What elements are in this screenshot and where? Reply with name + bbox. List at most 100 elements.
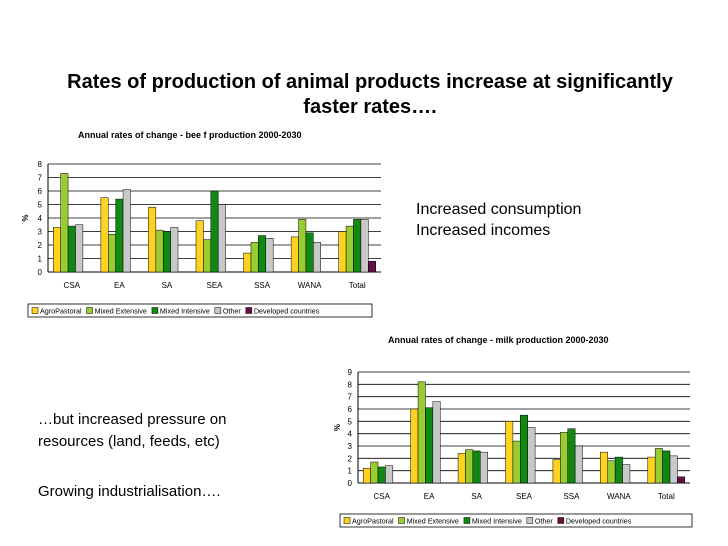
legend-swatch-other [214, 307, 222, 314]
y-tick-label: 9 [348, 368, 353, 377]
x-tick-label: CSA [64, 281, 81, 290]
legend-swatch-agropastoral [343, 517, 351, 524]
x-tick-label: SA [162, 281, 173, 290]
y-tick-label: 0 [348, 479, 353, 488]
bar-other-sa [480, 451, 488, 484]
x-tick-label: EA [114, 281, 125, 290]
bar-developed-countries-total [677, 476, 686, 484]
y-tick-label: 3 [38, 228, 43, 237]
legend-label-developed-countries: Developed countries [254, 307, 320, 316]
milk-chart-title: Annual rates of change - milk production… [388, 335, 609, 345]
legend-label-mixed-intensive: Mixed Intensive [160, 307, 210, 316]
y-tick-label: 1 [348, 467, 353, 476]
legend-swatch-agropastoral [31, 307, 39, 314]
legend-swatch-developed-countries [557, 517, 565, 524]
y-tick-label: 5 [348, 417, 353, 426]
legend-label-developed-countries: Developed countries [566, 517, 632, 526]
legend-swatch-developed-countries [245, 307, 253, 314]
bar-other-sa [170, 227, 179, 273]
bar-mixed-extensive-sea [512, 440, 521, 484]
bar-other-total [360, 219, 369, 273]
legend-swatch-mixed-intensive [151, 307, 159, 314]
legend-label-mixed-intensive: Mixed Intensive [472, 517, 522, 526]
pressure-text-line2: resources (land, feeds, etc) [38, 433, 220, 450]
bar-mixed-extensive-ssa [560, 432, 568, 484]
industrialisation-text: Growing industrialisation…. [38, 483, 221, 500]
pressure-text-line1: …but increased pressure on [38, 411, 227, 428]
bar-other-ea [122, 189, 131, 273]
bar-mixed-extensive-csa [60, 173, 69, 273]
bar-mixed-intensive-wana [614, 456, 623, 484]
bar-other-ssa [574, 445, 583, 484]
bar-agropastoral-sea [505, 421, 514, 484]
y-tick-label: 7 [38, 174, 43, 183]
increased-consumption-text: Increased consumption [416, 201, 582, 218]
bar-mixed-intensive-sea [520, 414, 528, 484]
legend-label-mixed-extensive: Mixed Extensive [407, 517, 459, 526]
bar-other-ssa [265, 238, 274, 273]
x-tick-label: CSA [373, 492, 390, 501]
legend-box [27, 303, 373, 318]
legend-swatch-mixed-extensive [398, 517, 405, 524]
bar-other-wana [313, 242, 321, 273]
bar-agropastoral-wana [600, 451, 609, 484]
y-axis-label: % [21, 214, 30, 221]
legend-swatch-other [526, 517, 534, 524]
bar-agropastoral-ssa [552, 459, 561, 484]
y-tick-label: 4 [38, 214, 43, 223]
y-tick-label: 4 [348, 430, 353, 439]
bar-mixed-intensive-csa [377, 466, 386, 484]
bar-developed-countries-total [368, 260, 376, 273]
bar-agropastoral-csa [362, 467, 371, 484]
bar-other-csa [385, 465, 394, 484]
legend-label-agropastoral: AgroPastoral [40, 307, 82, 316]
bar-other-total [669, 455, 678, 484]
legend-label-other: Other [223, 307, 242, 316]
x-tick-label: WANA [607, 492, 631, 501]
x-tick-label: SA [471, 492, 482, 501]
bar-other-csa [75, 224, 84, 273]
bar-agropastoral-ea [410, 408, 419, 484]
x-tick-label: Total [349, 281, 366, 290]
bar-mixed-intensive-ea [425, 407, 434, 484]
bar-agropastoral-total [647, 456, 656, 484]
legend-swatch-mixed-intensive [463, 517, 471, 524]
bar-mixed-extensive-sa [465, 449, 474, 484]
bar-mixed-intensive-ssa [567, 428, 576, 484]
y-tick-label: 3 [348, 442, 353, 451]
bar-mixed-extensive-total [654, 448, 663, 484]
bar-other-sea [217, 204, 226, 273]
bar-mixed-intensive-sa [472, 450, 481, 484]
bar-other-wana [622, 464, 631, 484]
y-tick-label: 2 [38, 241, 43, 250]
y-tick-label: 6 [348, 405, 353, 414]
bar-mixed-intensive-total [662, 450, 671, 484]
x-tick-label: SSA [254, 281, 271, 290]
y-tick-label: 1 [38, 255, 43, 264]
x-tick-label: WANA [298, 281, 322, 290]
bar-other-ea [432, 401, 441, 484]
beef-chart-title: Annual rates of change - bee f productio… [78, 130, 302, 140]
y-tick-label: 8 [38, 160, 43, 169]
y-tick-label: 6 [38, 187, 43, 196]
x-tick-label: SEA [206, 281, 223, 290]
y-tick-label: 5 [38, 201, 43, 210]
y-tick-label: 2 [348, 454, 353, 463]
legend-label-mixed-extensive: Mixed Extensive [95, 307, 147, 316]
x-tick-label: EA [424, 492, 435, 501]
y-tick-label: 7 [348, 393, 353, 402]
bar-agropastoral-sa [457, 453, 466, 484]
legend-label-other: Other [535, 517, 554, 526]
increased-incomes-text: Increased incomes [416, 222, 551, 239]
legend-label-agropastoral: AgroPastoral [352, 517, 394, 526]
bar-other-sea [527, 427, 536, 484]
x-tick-label: Total [658, 492, 675, 501]
x-tick-label: SEA [516, 492, 533, 501]
x-tick-label: SSA [563, 492, 580, 501]
y-axis-label: % [333, 424, 342, 431]
legend-swatch-mixed-extensive [86, 307, 93, 314]
y-tick-label: 0 [38, 268, 43, 277]
bar-mixed-extensive-wana [607, 460, 616, 484]
